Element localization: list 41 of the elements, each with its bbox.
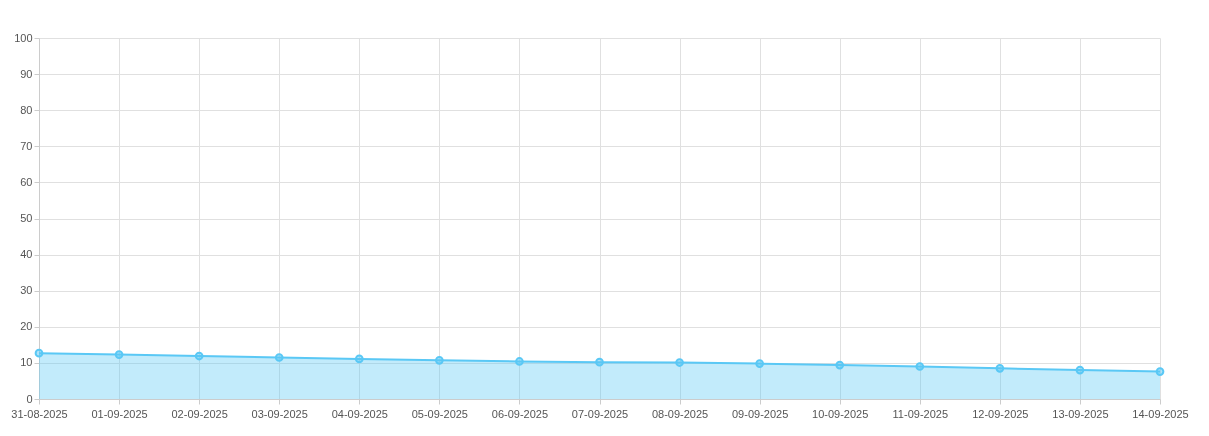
y-tick-label: 70 xyxy=(20,139,33,152)
x-tick-label: 04-09-2025 xyxy=(331,407,388,420)
x-tick-label: 02-09-2025 xyxy=(171,407,228,420)
x-tick-label: 05-09-2025 xyxy=(411,407,468,420)
x-tick-label: 07-09-2025 xyxy=(571,407,629,420)
x-tick-label: 11-09-2025 xyxy=(892,407,949,420)
x-tick-label: 14-09-2025 xyxy=(1132,407,1189,420)
x-tick-label: 31-08-2025 xyxy=(11,407,68,420)
x-tick-label: 01-09-2025 xyxy=(91,407,148,420)
x-tick-label: 06-09-2025 xyxy=(491,407,549,420)
x-tick-label: 09-09-2025 xyxy=(732,407,789,420)
point xyxy=(835,360,845,370)
y-tick-label: 90 xyxy=(20,67,33,80)
point xyxy=(755,359,764,368)
point xyxy=(595,357,604,367)
point xyxy=(435,356,444,365)
point xyxy=(995,363,1005,373)
point xyxy=(354,354,364,364)
y-tick-label: 0 xyxy=(26,392,33,405)
y-tick-label: 100 xyxy=(14,31,33,44)
x-tick-label: 12-09-2025 xyxy=(972,407,1029,420)
point xyxy=(1155,367,1165,376)
y-tick-label: 50 xyxy=(20,212,33,224)
y-tick-label: 80 xyxy=(20,103,33,116)
y-tick-label: 60 xyxy=(20,175,33,188)
x-tick-label: 10-09-2025 xyxy=(812,407,869,420)
point xyxy=(675,358,684,367)
point xyxy=(194,351,204,361)
point xyxy=(515,357,524,366)
y-tick-label: 10 xyxy=(20,356,33,369)
x-tick-label: 08-09-2025 xyxy=(651,407,709,420)
y-tick-label: 20 xyxy=(20,320,33,333)
point xyxy=(915,362,925,371)
x-tick-label: 13-09-2025 xyxy=(1052,407,1109,420)
point xyxy=(34,348,44,358)
point xyxy=(114,350,124,359)
point xyxy=(274,353,284,362)
x-tick-label: 03-09-2025 xyxy=(251,407,308,420)
y-tick-label: 30 xyxy=(20,284,33,297)
point xyxy=(1075,365,1085,375)
y-tick-label: 40 xyxy=(20,248,33,261)
